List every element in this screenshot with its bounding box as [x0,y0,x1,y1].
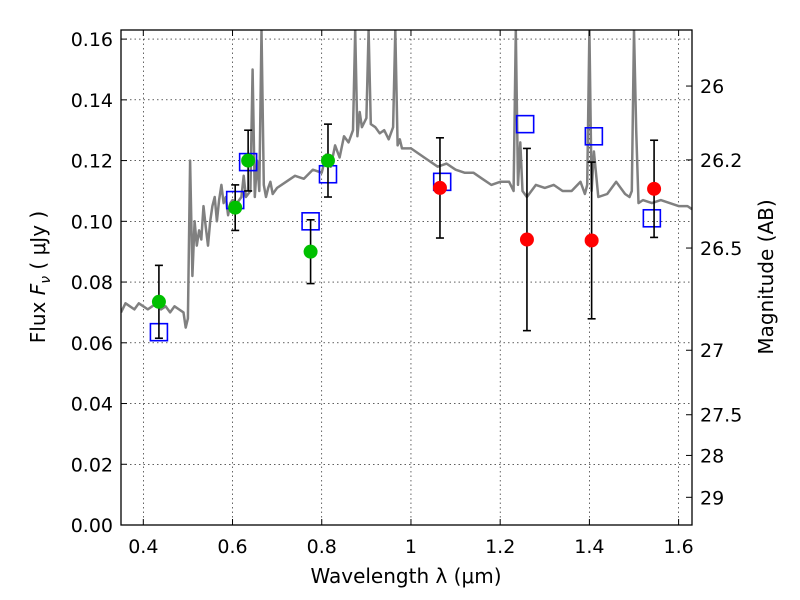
grid [121,30,692,526]
model-square [584,126,604,146]
optical-point [241,153,256,168]
optical-point [303,244,318,259]
y-tick-label: 0.14 [71,90,113,112]
y2-axis-title: Magnitude (AB) [754,199,778,354]
optical-point [151,294,166,309]
y-tick-label: 0.16 [71,29,113,51]
model-square [515,114,535,134]
x-tick-label: 0.6 [217,536,247,558]
x-tick-label: 1.2 [485,536,515,558]
x-tick-label: 1.4 [574,536,604,558]
y2-tick-label: 26.2 [700,150,742,172]
y2-tick-label: 28 [700,445,724,467]
x-tick-label: 1 [405,536,417,558]
y-tick-label: 0.08 [71,272,113,294]
y2-tick-label: 27 [700,340,724,362]
axis-ticks: 0.4 0.6 0.8 1 1.2 1.4 1.6 0.00 0.02 0.04 0.06 0.08 0… [71,29,743,558]
y2-tick-label: 29 [700,487,724,509]
model-spectrum-line [121,30,692,329]
x-axis-title: Wavelength λ (μm) [310,564,501,588]
y2-tick-label: 26.5 [700,238,742,260]
model-square [642,208,662,228]
x-tick-label: 1.6 [664,536,694,558]
nir-point [647,181,662,196]
y-tick-label: 0.12 [71,151,113,173]
nir-point [432,180,447,195]
y-tick-label: 0.00 [71,515,113,537]
y-axis-title: Flux Fν ( μJy ) [26,211,54,343]
y-tick-label: 0.04 [71,394,113,416]
y-tick-label: 0.06 [71,333,113,355]
y-tick-label: 0.10 [71,211,113,233]
observed-points [151,153,662,309]
x-tick-label: 0.8 [307,536,337,558]
y2-tick-label: 26 [700,76,724,98]
x-tick-label: 0.4 [128,536,158,558]
optical-point [320,153,335,168]
plot-frame [120,29,693,526]
optical-point [228,200,243,215]
nir-point [584,233,599,248]
nir-point [519,232,534,247]
error-bars [154,123,659,340]
y-tick-label: 0.02 [71,454,113,476]
y2-tick-label: 27.5 [700,405,742,427]
